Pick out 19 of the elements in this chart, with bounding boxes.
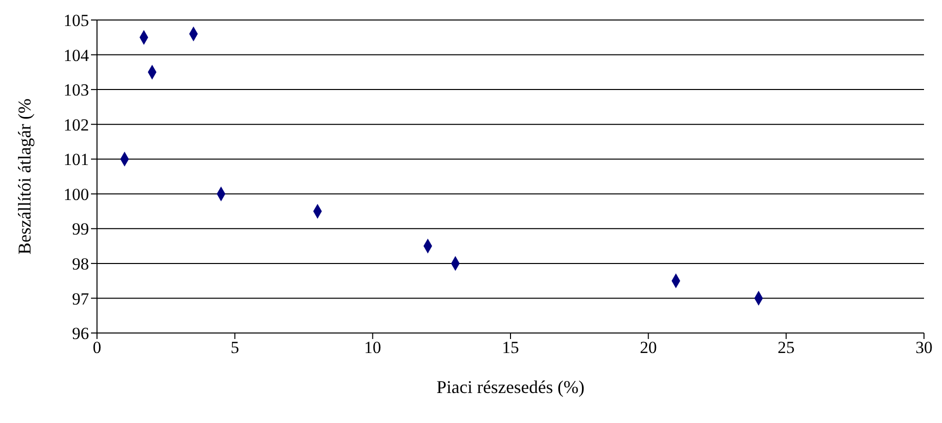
x-tick-label: 15 xyxy=(502,338,519,358)
y-tick-label: 105 xyxy=(64,11,89,30)
y-tick-label: 96 xyxy=(72,324,89,344)
y-tick-label: 102 xyxy=(64,115,89,134)
y-tick-label: 103 xyxy=(64,80,89,100)
x-tick-label: 5 xyxy=(230,338,240,358)
y-tick-label: 98 xyxy=(72,254,89,274)
y-tick-label: 101 xyxy=(64,150,89,170)
x-tick-label: 30 xyxy=(916,338,932,358)
y-tick-label: 97 xyxy=(72,289,90,308)
x-tick-label: 10 xyxy=(364,338,382,358)
x-tick-label: 0 xyxy=(92,338,102,358)
y-axis-title: Beszállítói átlagár (% xyxy=(14,98,34,254)
y-tick-label: 100 xyxy=(64,184,89,204)
x-tick-label: 20 xyxy=(640,338,657,358)
x-axis-title: Piaci részesedés (%) xyxy=(436,377,584,397)
y-tick-label: 104 xyxy=(64,46,90,65)
y-tick-label: 99 xyxy=(72,220,89,239)
x-tick-label: 25 xyxy=(778,338,795,358)
